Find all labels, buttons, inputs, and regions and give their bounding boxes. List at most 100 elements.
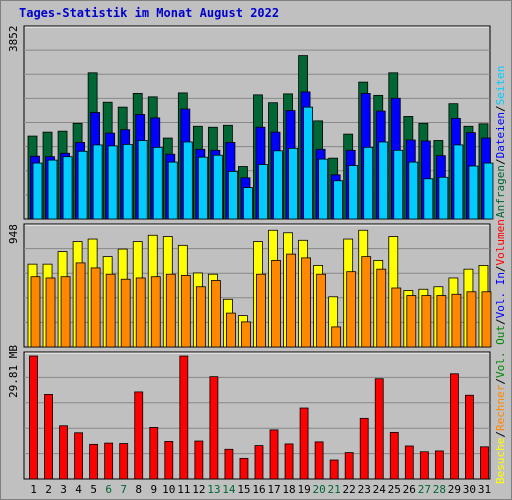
bar-rechner <box>406 295 417 348</box>
bar-seiten <box>212 154 223 220</box>
bar-volumen <box>239 457 249 480</box>
bar-rechner <box>391 287 402 348</box>
x-tick-label: 3 <box>60 483 67 496</box>
legend-entry: / <box>494 318 507 325</box>
x-tick-label: 16 <box>252 483 265 496</box>
bar-rechner <box>451 293 462 348</box>
y-max-label-2: 29.81 MB <box>7 345 20 398</box>
bar-rechner <box>286 253 296 348</box>
legend-entry: / <box>494 431 507 438</box>
bar-volumen <box>299 407 309 480</box>
legend-entry: Anfragen <box>494 165 507 218</box>
bar-volumen <box>179 355 189 480</box>
legend-entry: Volumen <box>494 219 507 265</box>
legend-entry: / <box>494 378 507 385</box>
bar-rechner <box>331 326 342 348</box>
bar-volumen <box>89 443 99 480</box>
bar-rechner <box>135 277 146 348</box>
bar-rechner <box>466 291 477 348</box>
bar-seiten <box>318 158 329 220</box>
bar-seiten <box>363 146 374 220</box>
bar-volumen <box>434 450 444 480</box>
legend-entry: Dateien <box>494 112 507 158</box>
x-tick-label: 2 <box>45 483 52 496</box>
chart-title: Tages-Statistik im Monat August 2022 <box>19 6 280 20</box>
legend-entry: Rechner <box>494 384 507 431</box>
bar-volumen <box>119 443 129 480</box>
bar-seiten <box>47 159 58 220</box>
x-tick-label: 11 <box>177 483 190 496</box>
bar-rechner <box>256 273 266 348</box>
bar-rechner <box>210 280 221 348</box>
bar-rechner <box>361 256 372 348</box>
x-tick-label: 9 <box>150 483 157 496</box>
bar-rechner <box>105 273 116 348</box>
bar-volumen <box>209 376 219 480</box>
bar-seiten <box>303 106 313 220</box>
bar-rechner <box>241 321 251 348</box>
bar-rechner <box>376 268 387 348</box>
bar-rechner <box>346 271 357 348</box>
y-max-label-0: 3852 <box>7 26 20 53</box>
bar-seiten <box>438 176 449 220</box>
bar-rechner <box>226 312 236 348</box>
x-tick-label: 4 <box>75 483 82 496</box>
bar-rechner <box>481 291 492 348</box>
bar-seiten <box>483 162 494 220</box>
bar-seiten <box>152 146 163 220</box>
x-tick-label: 15 <box>237 483 250 496</box>
bar-seiten <box>243 187 253 220</box>
bar-seiten <box>273 150 283 220</box>
x-tick-label: 22 <box>343 483 356 496</box>
x-tick-label: 14 <box>222 483 236 496</box>
bar-rechner <box>421 295 432 348</box>
y-max-label-1: 948 <box>7 224 20 244</box>
bar-volumen <box>134 391 144 480</box>
x-tick-label: 20 <box>312 483 325 496</box>
bar-volumen <box>269 429 279 480</box>
bar-volumen <box>194 440 204 480</box>
bar-rechner <box>75 262 86 348</box>
bar-volumen <box>314 441 324 480</box>
bar-volumen <box>329 459 339 480</box>
x-tick-label: 27 <box>418 483 431 496</box>
x-tick-label: 10 <box>162 483 175 496</box>
bar-seiten <box>122 144 133 220</box>
x-tick-label: 1 <box>30 483 37 496</box>
bar-volumen <box>284 443 294 480</box>
bar-volumen <box>29 355 38 480</box>
x-tick-label: 18 <box>282 483 295 496</box>
legend-entry: / <box>494 105 507 112</box>
bar-seiten <box>228 171 238 220</box>
x-tick-label: 31 <box>478 483 491 496</box>
bar-rechner <box>45 277 56 348</box>
x-tick-label: 21 <box>328 483 341 496</box>
bar-rechner <box>301 257 311 348</box>
bar-seiten <box>92 144 103 220</box>
bar-volumen <box>374 378 384 480</box>
bar-volumen <box>404 445 414 480</box>
x-tick-label: 26 <box>403 483 416 496</box>
x-tick-label: 17 <box>267 483 280 496</box>
legend-entry: Besuche <box>494 438 507 484</box>
bar-rechner <box>60 276 71 348</box>
x-tick-label: 13 <box>207 483 220 496</box>
bar-rechner <box>165 273 176 348</box>
bar-seiten <box>107 145 118 220</box>
x-tick-label: 5 <box>90 483 97 496</box>
bar-rechner <box>30 276 41 348</box>
bar-volumen <box>224 448 234 480</box>
bar-volumen <box>450 373 459 480</box>
x-tick-label: 12 <box>192 483 205 496</box>
bar-seiten <box>378 141 389 220</box>
x-tick-label: 25 <box>388 483 401 496</box>
bar-volumen <box>104 442 114 480</box>
bar-rechner <box>316 273 327 348</box>
x-tick-label: 30 <box>463 483 476 496</box>
bar-rechner <box>90 267 101 348</box>
bar-seiten <box>62 156 73 220</box>
bar-rechner <box>120 278 131 348</box>
bar-volumen <box>419 451 429 480</box>
bar-seiten <box>32 162 43 220</box>
